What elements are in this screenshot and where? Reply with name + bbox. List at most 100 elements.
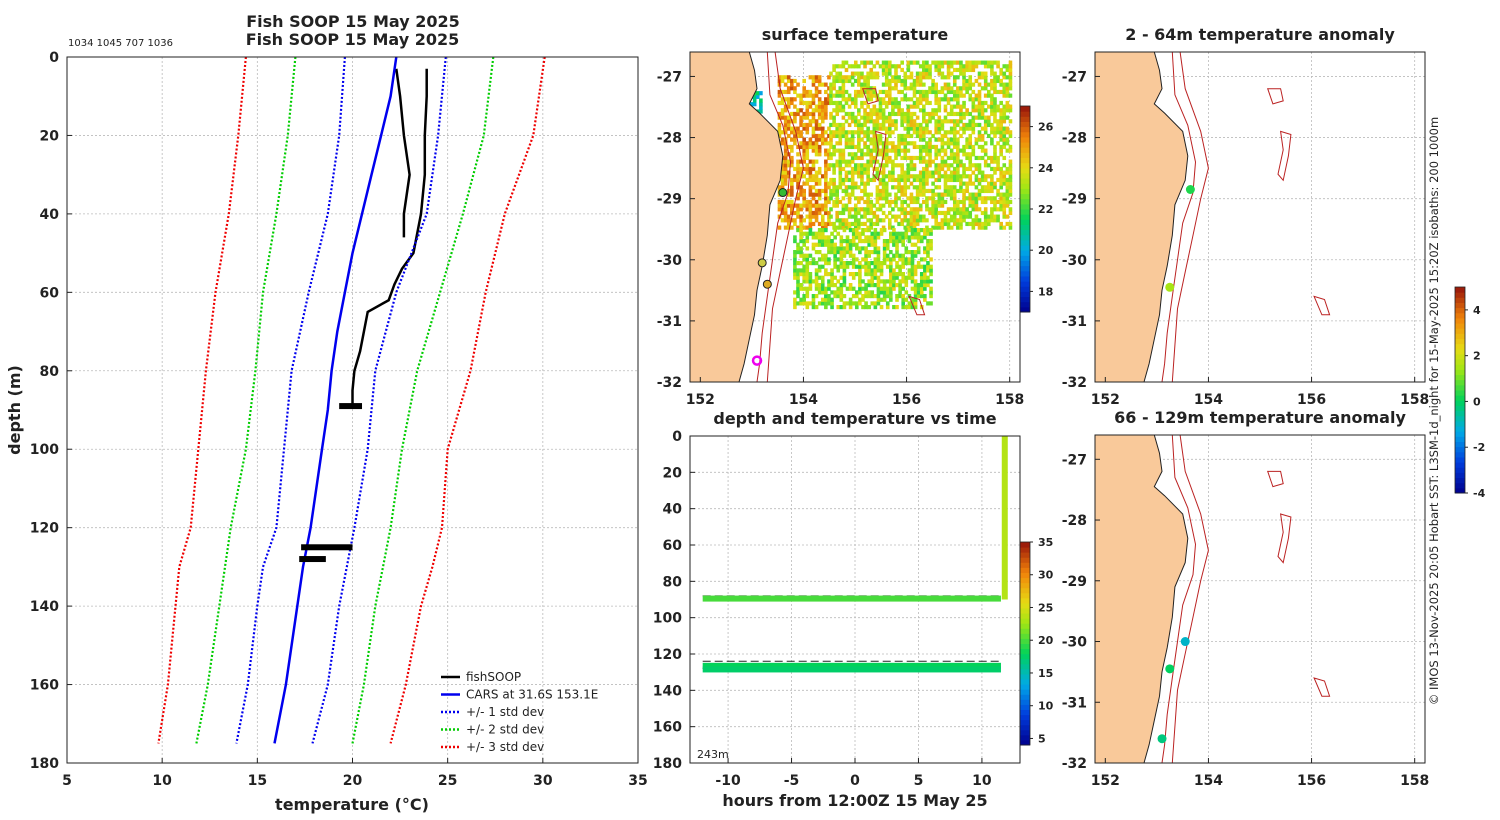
sst-pixel [922,119,926,124]
sst-pixel [855,294,859,299]
sst-pixel [898,294,902,299]
sst-pixel [869,93,874,98]
sst-pixel [1005,137,1010,142]
sst-pixel [923,264,927,269]
sst-pixel [949,174,954,179]
sst-pixel [913,228,918,233]
sst-pixel [870,242,875,247]
sst-pixel [983,130,988,135]
sst-pixel [925,141,929,146]
sst-pixel [844,67,849,73]
sst-pixel [1005,192,1010,197]
anomaly_66_129-colorbar-frame [1454,286,1466,494]
sst-pixel [872,159,877,164]
sst-pixel [884,71,889,76]
anomaly_66_129-colorbar-label: 0 [1473,395,1481,408]
sst-pixel [962,75,966,80]
sst-pixel [1002,137,1007,142]
sst-pixel [832,170,836,175]
sst-pixel [860,82,864,87]
anomaly_66_129-point [1165,664,1175,674]
sst-pixel [962,111,966,117]
sst-pixel [857,122,861,128]
sst-pixel [1002,181,1007,186]
sst-pixel [780,166,785,172]
sst-pixel [952,192,957,197]
sst-pixel [869,75,874,80]
sst-pixel [977,155,982,161]
sst-pixel [802,268,806,273]
sst-colorbar-cell [1020,116,1030,122]
sst-pixel [888,97,892,102]
sst-pixel [824,199,828,205]
sst-pixel [827,126,831,131]
sst-pixel [866,152,870,157]
sst-pixel [869,155,874,161]
sst-pixel [841,89,846,95]
sst-pixel [790,159,794,164]
anomaly_66_129-colorbar-cell [1455,343,1465,350]
sst-pixel [827,75,831,80]
sst-pixel [910,297,915,302]
sst-pixel [956,152,960,157]
sst-pixel [802,272,806,277]
sst-pixel [934,221,938,227]
sst-pixel [993,86,997,91]
sst-pixel [919,264,924,269]
sst-pixel [817,126,822,131]
sst-pixel [892,283,896,288]
sst-pixel [882,253,887,258]
sst-pixel [869,67,874,73]
sst-pixel [875,199,880,205]
sst-pixel [790,188,794,194]
sst-pixel [827,235,831,240]
sst-pixel [879,297,884,302]
sst-pixel [872,119,877,124]
sst-pixel [870,261,875,266]
sst-pixel [993,218,997,223]
sst-pixel [811,242,816,247]
sst-pixel [968,119,973,124]
sst-pixel [934,218,938,223]
sst-pixel [915,210,920,216]
sst-pixel [949,225,954,230]
sst-colorbar-cell [1020,167,1030,174]
sst-pixel [796,144,800,150]
sst-pixel [934,86,938,91]
sst-pixel [912,126,917,131]
sst-pixel [903,86,908,91]
sst-pixel [903,111,908,117]
sst-pixel [956,93,960,98]
sst-pixel [824,166,828,172]
sst-pixel [835,210,839,216]
sst-pixel [897,174,901,179]
sst-pixel [956,225,960,230]
sst-pixel [847,214,852,219]
sst-pixel [915,133,920,139]
sst-pixel [943,141,948,146]
sst-pixel [913,235,918,240]
sst-pixel [796,133,800,139]
sst-pixel [1005,196,1010,201]
anomaly_66_129-colorbar-cell [1455,297,1465,303]
timeseries-colorbar-cell [1020,643,1030,650]
sst-pixel [971,221,976,227]
sst-pixel [817,166,822,172]
sst-pixel [993,119,997,124]
sst-pixel [832,148,836,153]
sst-pixel [946,100,951,106]
sst-pixel [884,152,889,157]
sst-pixel [937,104,942,109]
sst-pixel [894,185,898,190]
sst-pixel [796,225,800,230]
sst-pixel [983,159,988,164]
sst-pixel [898,286,902,291]
sst-pixel [872,64,877,69]
sst-pixel [832,163,836,168]
sst-pixel [999,133,1003,139]
sst-pixel [838,166,843,172]
sst-pixel [888,122,892,128]
sst-pixel [937,137,942,142]
sst-pixel [934,163,938,168]
sst-pixel [940,71,945,76]
